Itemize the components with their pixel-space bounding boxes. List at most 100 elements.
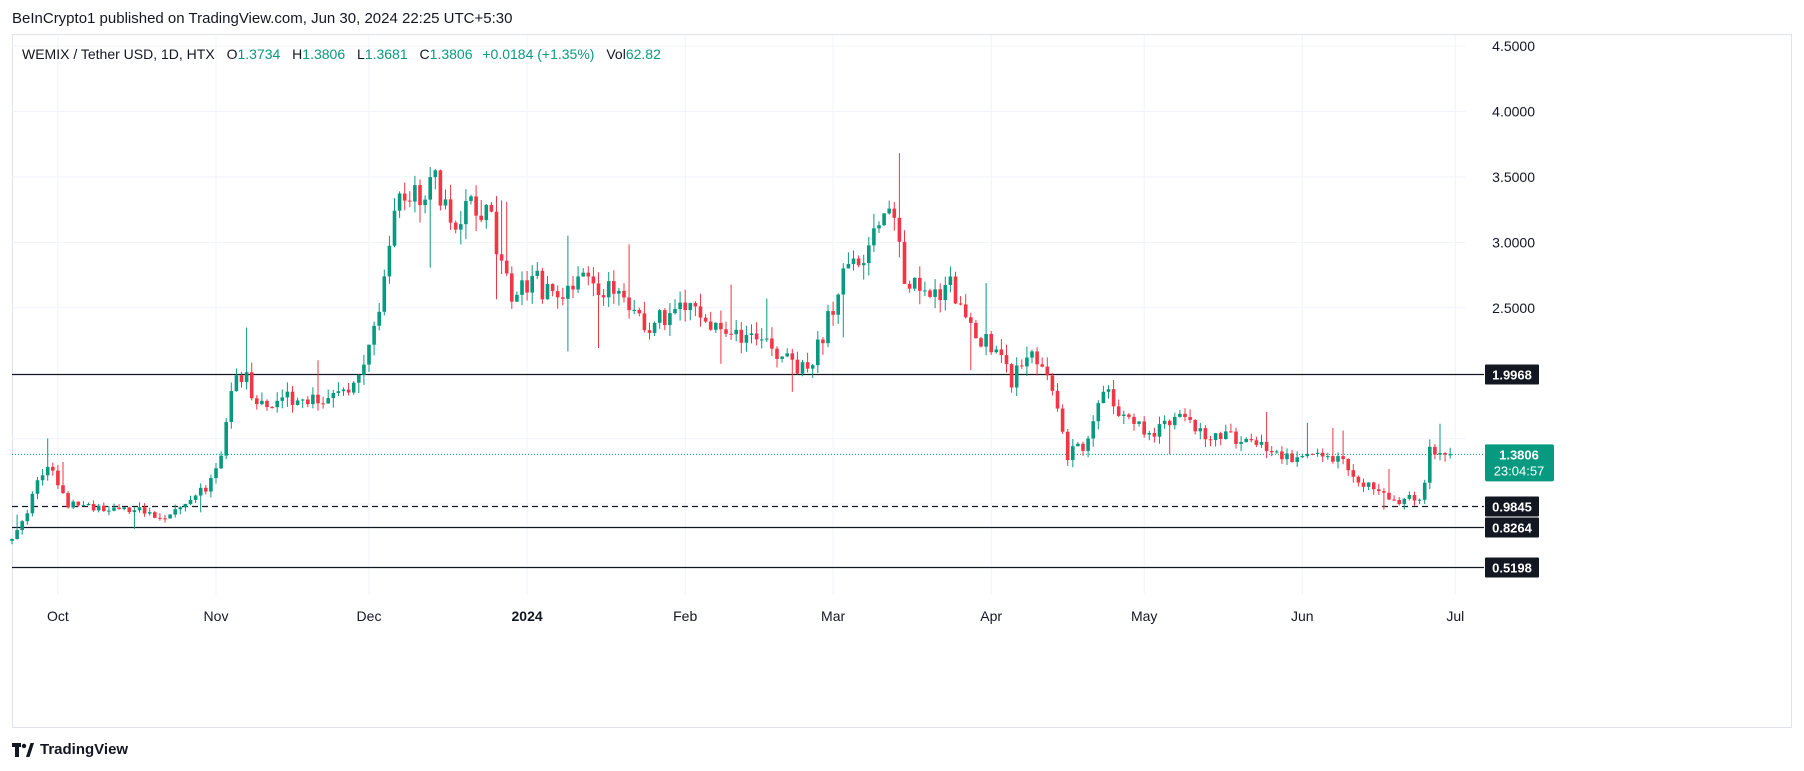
bullish-candle [234, 368, 239, 392]
candle-body [173, 509, 177, 515]
bearish-candle [51, 462, 55, 476]
candle-body [397, 193, 402, 211]
bullish-candle [872, 213, 876, 253]
chart-frame [12, 34, 1792, 728]
bearish-candle [1208, 435, 1213, 447]
candle-body [494, 211, 499, 255]
candle-body [372, 325, 376, 345]
candle-body [234, 375, 239, 392]
candle-body [872, 228, 876, 246]
x-tick-label: Oct [47, 608, 69, 624]
candles [10, 153, 1452, 545]
high-label: H [292, 46, 303, 62]
candle-body [1014, 365, 1019, 388]
level-price-tag [1485, 496, 1539, 517]
candle-body [1402, 498, 1407, 505]
candle-body [698, 306, 703, 318]
close-label: C [419, 46, 430, 62]
candle-body [1443, 453, 1447, 455]
bearish-candle [499, 200, 504, 274]
bearish-candle [571, 276, 575, 299]
candle-body [1407, 494, 1412, 499]
candle-body [1428, 446, 1432, 483]
bullish-candle [1076, 441, 1080, 447]
candle-body [770, 338, 774, 349]
candle-body [943, 285, 948, 301]
candle-body [703, 317, 708, 322]
candle-body [683, 302, 687, 311]
candle-body [571, 285, 575, 290]
bullish-candle [1173, 412, 1177, 430]
candle-body [1422, 482, 1427, 500]
bearish-candle [969, 312, 973, 371]
bullish-candle [714, 322, 718, 334]
bearish-candle [158, 513, 162, 521]
bullish-candle [469, 194, 473, 205]
tradingview-brand[interactable]: TradingView [12, 741, 128, 758]
candle-body [1132, 416, 1136, 424]
candle-body [1448, 454, 1452, 456]
bullish-candle [887, 200, 891, 215]
candle-body [377, 311, 381, 326]
bearish-candle [953, 271, 958, 305]
bullish-candle [198, 483, 203, 513]
candle-body [413, 185, 417, 202]
candle-body [540, 270, 545, 300]
bearish-candle [1433, 443, 1437, 460]
bearish-candle [102, 502, 106, 512]
bullish-candle [433, 168, 438, 190]
bullish-candle [749, 324, 754, 344]
level-price-tag [1485, 517, 1539, 538]
bearish-candle [729, 284, 733, 340]
candle-body [1208, 439, 1213, 441]
bearish-candle [647, 322, 652, 340]
candle-body [20, 521, 24, 531]
bearish-candle [622, 283, 626, 303]
candle-body [979, 338, 983, 347]
candle-body [907, 283, 912, 289]
candle-body [759, 339, 764, 341]
bullish-candle [826, 304, 830, 348]
candle-body [1025, 357, 1029, 367]
candle-body [1101, 391, 1106, 404]
candle-body [1091, 421, 1095, 439]
candle-body [612, 281, 616, 294]
bullish-candle [45, 438, 50, 481]
candle-body [617, 290, 621, 294]
candle-body [204, 487, 208, 492]
y-tick-label: 2.5000 [1492, 300, 1535, 316]
candle-body [729, 333, 733, 335]
bullish-candle [923, 281, 927, 297]
bullish-candle [193, 494, 198, 504]
candle-body [841, 268, 846, 295]
bullish-candle [1106, 385, 1111, 399]
bearish-candle [255, 395, 259, 410]
candle-body [1142, 421, 1146, 435]
bearish-candle [902, 230, 907, 285]
x-tick-label: May [1131, 608, 1157, 624]
bullish-candle [943, 276, 948, 311]
candle-body [673, 309, 677, 314]
candle-body [1009, 364, 1014, 388]
candle-body [244, 372, 249, 383]
candle-body [525, 280, 529, 293]
candle-body [974, 322, 978, 339]
bearish-candle [1188, 409, 1192, 424]
bullish-candle [800, 359, 805, 377]
bullish-candle [122, 507, 126, 511]
bearish-candle [1320, 448, 1325, 463]
candle-body [765, 338, 769, 340]
candle-body [1397, 499, 1401, 505]
bearish-candle [703, 314, 708, 324]
bullish-candle [765, 298, 769, 343]
candle-body [479, 215, 483, 221]
volume-value: 62.82 [625, 46, 661, 62]
candle-body [423, 199, 427, 206]
candle-body [1157, 424, 1162, 437]
candle-body [1030, 351, 1034, 358]
x-tick-label: Nov [204, 608, 229, 624]
candle-body [882, 213, 886, 226]
bullish-candle [1101, 385, 1106, 404]
candle-body [1254, 440, 1259, 445]
